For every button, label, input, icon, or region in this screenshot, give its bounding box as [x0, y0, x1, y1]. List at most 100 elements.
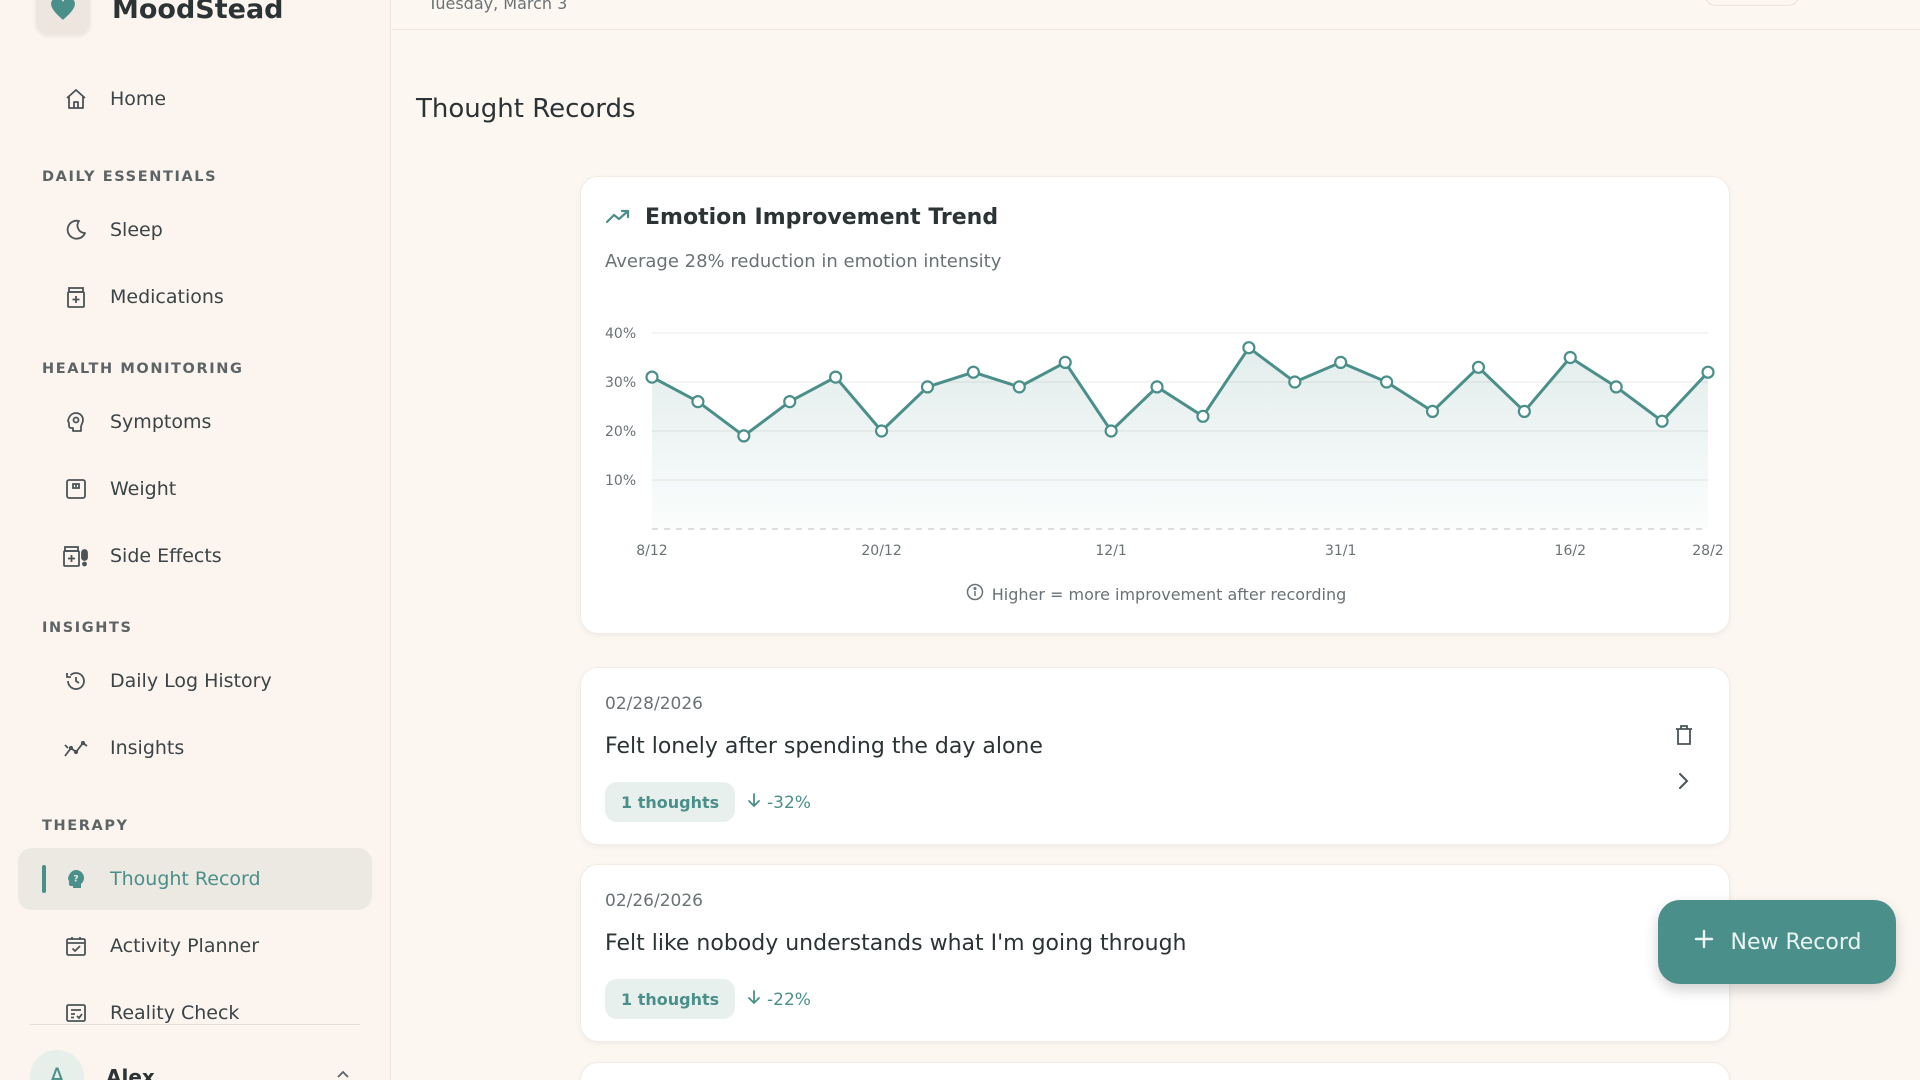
- sidebar-item-thought-record[interactable]: ? Thought Record: [18, 848, 372, 910]
- data-point: [1288, 375, 1302, 389]
- thoughts-count-badge: 1 thoughts: [605, 782, 736, 822]
- data-point: [691, 395, 705, 409]
- emotion-change-value: -22%: [767, 989, 811, 1010]
- active-indicator: [42, 865, 46, 893]
- x-tick-label: 12/1: [1095, 543, 1126, 559]
- header-date: Tuesday, March 3: [428, 0, 568, 13]
- record-date: 02/26/2026: [605, 891, 703, 911]
- data-point: [1058, 355, 1072, 369]
- chart-note-text: Higher = more improvement after recordin…: [991, 584, 1347, 604]
- sidebar-item-label: Symptoms: [110, 411, 212, 433]
- record-title: Felt lonely after spending the day alone: [605, 734, 1043, 759]
- y-tick-label: 10%: [605, 473, 636, 489]
- sidebar-item-label: Sleep: [110, 219, 163, 241]
- arrow-down-icon: [747, 989, 761, 1010]
- insights-icon: [62, 734, 90, 762]
- section-insights: INSIGHTS: [42, 620, 133, 636]
- data-point: [1425, 404, 1440, 418]
- head-icon: [62, 408, 90, 436]
- data-point: [1655, 414, 1669, 428]
- chart-header: Emotion Improvement Trend: [605, 205, 998, 230]
- series-area: [652, 347, 1708, 529]
- data-point: [920, 380, 935, 394]
- data-point: [645, 370, 659, 384]
- sidebar-item-activity-planner[interactable]: Activity Planner: [18, 915, 372, 977]
- x-tick-label: 31/1: [1325, 543, 1356, 559]
- sidebar-item-symptoms[interactable]: Symptoms: [18, 391, 372, 453]
- thought-record-card[interactable]: [580, 1062, 1730, 1080]
- plus-icon: [1693, 928, 1715, 956]
- sidebar-item-label: Activity Planner: [110, 935, 260, 957]
- section-health-monitoring: HEALTH MONITORING: [42, 361, 244, 377]
- svg-text:?: ?: [73, 875, 78, 885]
- data-point: [1104, 424, 1118, 438]
- series-line: [651, 346, 1710, 438]
- data-point: [1012, 380, 1026, 394]
- history-icon: [62, 667, 90, 695]
- data-point: [874, 424, 889, 438]
- data-point: [1242, 341, 1256, 355]
- arrow-down-icon: [747, 792, 761, 813]
- thought-bubble-icon: ?: [62, 865, 90, 893]
- data-point: [966, 365, 980, 379]
- sidebar-item-label: Insights: [110, 737, 185, 759]
- page-title: Thought Records: [416, 94, 636, 124]
- chevron-right-icon[interactable]: [1677, 772, 1689, 794]
- y-tick-label: 30%: [605, 375, 636, 391]
- data-point: [1701, 365, 1715, 379]
- emotion-change: -22%: [747, 989, 811, 1010]
- sidebar-item-daily-log-history[interactable]: Daily Log History: [18, 650, 372, 712]
- sidebar-item-medications[interactable]: Medications: [18, 266, 372, 328]
- section-daily-essentials: DAILY ESSENTIALS: [42, 169, 218, 185]
- info-icon: [966, 583, 984, 605]
- data-point: [783, 395, 797, 409]
- side-effects-icon: [62, 542, 90, 570]
- calendar-check-icon: [62, 932, 90, 960]
- trash-icon[interactable]: [1675, 724, 1693, 750]
- sidebar-item-weight[interactable]: Weight: [18, 458, 372, 520]
- y-tick-label: 40%: [605, 326, 636, 342]
- chart-subtitle: Average 28% reduction in emotion intensi…: [605, 251, 1002, 272]
- sidebar-item-label: Thought Record: [110, 868, 261, 890]
- emotion-trend-card: 10% 20% 30% 40% 8/12 20/12 12/1 31/1 16/2 28/2 Em…: [580, 176, 1730, 634]
- top-bar: Tuesday, March 3: [392, 0, 1920, 30]
- sidebar-item-side-effects[interactable]: Side Effects: [18, 525, 372, 587]
- sidebar: MoodStead Home DAILY ESSENTIALS Sleep Me…: [0, 0, 391, 1080]
- home-icon: [62, 85, 90, 113]
- x-tick-label: 16/2: [1555, 543, 1586, 559]
- moon-icon: [62, 216, 90, 244]
- sidebar-item-label: Reality Check: [110, 1002, 240, 1024]
- sidebar-item-reality-check[interactable]: Reality Check: [18, 982, 372, 1044]
- trending-up-icon: [605, 207, 631, 229]
- thought-record-card[interactable]: 02/28/2026 Felt lonely after spending th…: [580, 667, 1730, 845]
- data-point: [1380, 375, 1394, 389]
- heart-logo-icon: [36, 0, 90, 34]
- thought-record-card[interactable]: 02/26/2026 Felt like nobody understands …: [580, 864, 1730, 1042]
- sidebar-item-sleep[interactable]: Sleep: [18, 199, 372, 261]
- sidebar-item-label: Home: [110, 88, 167, 110]
- x-tick-label: 28/2: [1692, 543, 1723, 559]
- emotion-change-value: -32%: [767, 792, 811, 813]
- x-tick-label: 8/12: [636, 543, 667, 559]
- sidebar-item-label: Side Effects: [110, 545, 222, 567]
- user-menu[interactable]: A Alex: [30, 1050, 349, 1080]
- data-point: [1517, 404, 1531, 418]
- section-therapy: THERAPY: [42, 818, 129, 834]
- record-date: 02/28/2026: [605, 694, 703, 714]
- scale-icon: [62, 475, 90, 503]
- data-point: [737, 429, 751, 443]
- header-action-button[interactable]: [1704, 0, 1800, 6]
- data-point: [1609, 380, 1623, 394]
- sidebar-item-insights[interactable]: Insights: [18, 717, 372, 779]
- sidebar-item-home[interactable]: Home: [18, 68, 372, 130]
- user-name: Alex: [106, 1065, 155, 1080]
- data-point: [1334, 355, 1348, 369]
- chevron-up-icon[interactable]: [336, 1064, 350, 1080]
- brand[interactable]: MoodStead: [36, 0, 284, 34]
- avatar: A: [30, 1050, 84, 1080]
- emotion-trend-chart: 10% 20% 30% 40% 8/12 20/12 12/1 31/1 16/2 28/2: [605, 326, 1724, 559]
- chart-note: Higher = more improvement after recordin…: [581, 583, 1731, 605]
- data-point: [1150, 380, 1164, 394]
- new-record-button[interactable]: New Record: [1658, 900, 1896, 984]
- emotion-change: -32%: [747, 792, 811, 813]
